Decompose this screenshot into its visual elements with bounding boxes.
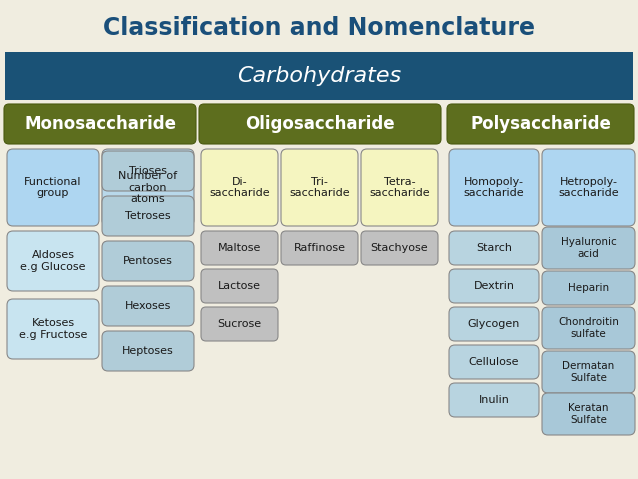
Text: Tri-
saccharide: Tri- saccharide [289, 177, 350, 198]
Bar [5, 52, 633, 100]
FancyBboxPatch shape [449, 149, 539, 226]
Text: Heptoses: Heptoses [122, 346, 174, 356]
FancyBboxPatch shape [199, 104, 441, 144]
Text: Oligosaccharide: Oligosaccharide [245, 115, 395, 133]
FancyBboxPatch shape [542, 307, 635, 349]
Text: Pentoses: Pentoses [123, 256, 173, 266]
FancyBboxPatch shape [449, 383, 539, 417]
FancyBboxPatch shape [102, 241, 194, 281]
Text: Chondroitin
sulfate: Chondroitin sulfate [558, 317, 619, 339]
FancyBboxPatch shape [7, 149, 99, 226]
FancyBboxPatch shape [201, 307, 278, 341]
Text: Functional
group: Functional group [24, 177, 82, 198]
FancyBboxPatch shape [542, 393, 635, 435]
FancyBboxPatch shape [102, 149, 194, 226]
FancyBboxPatch shape [449, 231, 539, 265]
Text: Homopoly-
saccharide: Homopoly- saccharide [464, 177, 524, 198]
FancyBboxPatch shape [201, 269, 278, 303]
Text: Maltose: Maltose [218, 243, 261, 253]
Text: Lactose: Lactose [218, 281, 261, 291]
Text: Trioses: Trioses [129, 166, 167, 176]
Text: Dermatan
Sulfate: Dermatan Sulfate [562, 361, 614, 383]
Text: Keratan
Sulfate: Keratan Sulfate [568, 403, 609, 425]
Text: Monosaccharide: Monosaccharide [24, 115, 176, 133]
Text: Starch: Starch [476, 243, 512, 253]
Text: Hexoses: Hexoses [125, 301, 171, 311]
FancyBboxPatch shape [361, 149, 438, 226]
FancyBboxPatch shape [102, 286, 194, 326]
Text: Tetroses: Tetroses [125, 211, 171, 221]
Text: Polysaccharide: Polysaccharide [470, 115, 611, 133]
Text: Hyaluronic
acid: Hyaluronic acid [561, 237, 616, 259]
Text: Glycogen: Glycogen [468, 319, 520, 329]
FancyBboxPatch shape [102, 331, 194, 371]
FancyBboxPatch shape [201, 231, 278, 265]
FancyBboxPatch shape [542, 271, 635, 305]
Text: Ketoses
e.g Fructose: Ketoses e.g Fructose [19, 318, 87, 340]
Text: Inulin: Inulin [478, 395, 509, 405]
FancyBboxPatch shape [447, 104, 634, 144]
Text: Dextrin: Dextrin [473, 281, 514, 291]
FancyBboxPatch shape [449, 269, 539, 303]
FancyBboxPatch shape [102, 196, 194, 236]
Text: Raffinose: Raffinose [293, 243, 346, 253]
Text: Hetropoly-
saccharide: Hetropoly- saccharide [558, 177, 619, 198]
Text: Number of
carbon
atoms: Number of carbon atoms [119, 171, 177, 204]
FancyBboxPatch shape [542, 149, 635, 226]
FancyBboxPatch shape [7, 231, 99, 291]
FancyBboxPatch shape [201, 149, 278, 226]
Text: Sucrose: Sucrose [218, 319, 262, 329]
FancyBboxPatch shape [449, 345, 539, 379]
Text: Di-
saccharide: Di- saccharide [209, 177, 270, 198]
FancyBboxPatch shape [281, 149, 358, 226]
FancyBboxPatch shape [542, 351, 635, 393]
Text: Stachyose: Stachyose [371, 243, 428, 253]
Text: Carbohydrates: Carbohydrates [237, 66, 401, 86]
FancyBboxPatch shape [542, 227, 635, 269]
FancyBboxPatch shape [7, 299, 99, 359]
Text: Classification and Nomenclature: Classification and Nomenclature [103, 16, 535, 40]
Text: Heparin: Heparin [568, 283, 609, 293]
Text: Cellulose: Cellulose [469, 357, 519, 367]
FancyBboxPatch shape [361, 231, 438, 265]
FancyBboxPatch shape [4, 104, 196, 144]
Text: Aldoses
e.g Glucose: Aldoses e.g Glucose [20, 250, 85, 272]
FancyBboxPatch shape [281, 231, 358, 265]
Text: Tetra-
saccharide: Tetra- saccharide [369, 177, 430, 198]
FancyBboxPatch shape [102, 151, 194, 191]
FancyBboxPatch shape [449, 307, 539, 341]
